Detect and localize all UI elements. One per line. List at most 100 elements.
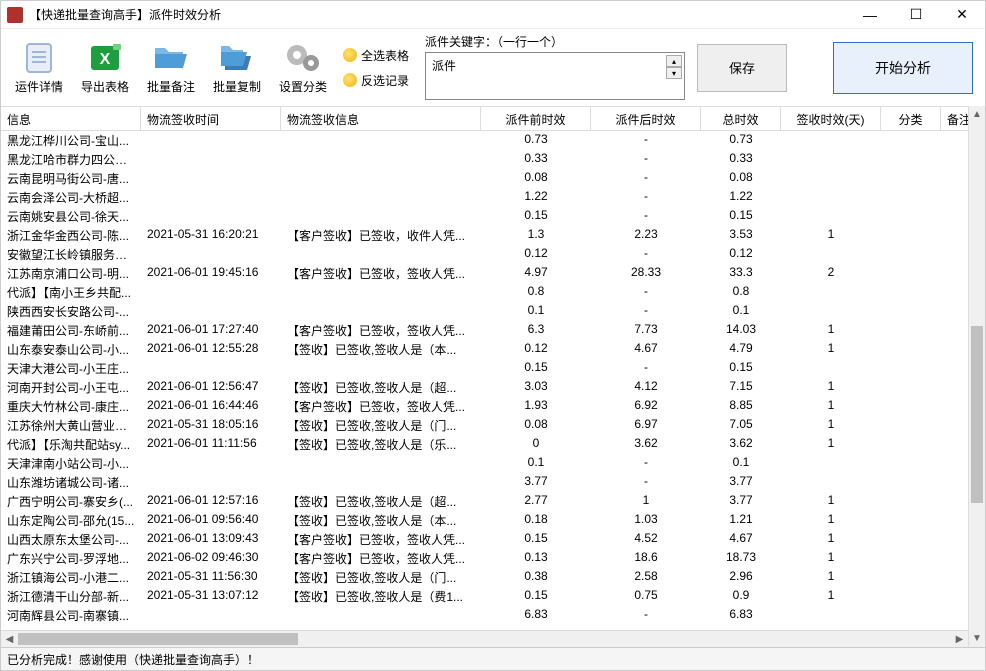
table-row[interactable]: 天津津南小站公司-小...0.1-0.1: [1, 454, 985, 473]
close-button[interactable]: ✕: [939, 1, 985, 29]
col-sign-info[interactable]: 物流签收信息: [281, 107, 481, 130]
cell: 4.67: [591, 340, 701, 359]
table-row[interactable]: 江苏南京浦口公司-明...2021-06-01 19:45:16【客户签收】已签…: [1, 264, 985, 283]
batch-note-button[interactable]: 批量备注: [139, 33, 203, 102]
cell: [881, 530, 941, 549]
table-row[interactable]: 福建莆田公司-东峤前...2021-06-01 17:27:40【客户签收】已签…: [1, 321, 985, 340]
table-row[interactable]: 山西太原东太堡公司-...2021-06-01 13:09:43【客户签收】已签…: [1, 530, 985, 549]
table-row[interactable]: 江苏徐州大黄山营业部...2021-05-31 18:05:16【签收】已签收,…: [1, 416, 985, 435]
save-button[interactable]: 保存: [697, 44, 787, 92]
table-row[interactable]: 浙江德清干山分部-新...2021-05-31 13:07:12【签收】已签收,…: [1, 587, 985, 606]
table-row[interactable]: 山东潍坊诸城公司-诸...3.77-3.77: [1, 473, 985, 492]
table-row[interactable]: 山东定陶公司-邵允(15...2021-06-01 09:56:40【签收】已签…: [1, 511, 985, 530]
cell: 0.15: [481, 530, 591, 549]
minimize-button[interactable]: —: [847, 1, 893, 29]
cell: 云南姚安县公司-徐天...: [1, 207, 141, 226]
cell: [281, 169, 481, 188]
cell: 0.8: [701, 283, 781, 302]
cell: 1: [781, 397, 881, 416]
scroll-right-icon[interactable]: ▶: [951, 631, 968, 647]
table-row[interactable]: 浙江金华金西公司-陈...2021-05-31 16:20:21【客户签收】已签…: [1, 226, 985, 245]
table-row[interactable]: 浙江镇海公司-小港二...2021-05-31 11:56:30【签收】已签收,…: [1, 568, 985, 587]
cell: 2021-05-31 11:56:30: [141, 568, 281, 587]
table-row[interactable]: 云南姚安县公司-徐天...0.15-0.15: [1, 207, 985, 226]
cell: 4.67: [701, 530, 781, 549]
cell: -: [591, 207, 701, 226]
cell: 代派】【南小王乡共配...: [1, 283, 141, 302]
cell: 1.22: [481, 188, 591, 207]
cell: 0.15: [701, 359, 781, 378]
batch-copy-button[interactable]: 批量复制: [205, 33, 269, 102]
cell: [881, 492, 941, 511]
cell: 1: [781, 511, 881, 530]
table-row[interactable]: 重庆大竹林公司-康庄...2021-06-01 16:44:46【客户签收】已签…: [1, 397, 985, 416]
table-row[interactable]: 黑龙江哈市群力四公司...0.33-0.33: [1, 150, 985, 169]
cell: 0.73: [481, 131, 591, 150]
select-all-tables-option[interactable]: 全选表格: [343, 47, 409, 64]
cell: [881, 226, 941, 245]
cell: [281, 302, 481, 321]
table-row[interactable]: 山东泰安泰山公司-小...2021-06-01 12:55:28【签收】已签收,…: [1, 340, 985, 359]
table-row[interactable]: 陕西西安长安路公司-...0.1-0.1: [1, 302, 985, 321]
vertical-scrollbar[interactable]: ▲ ▼: [968, 106, 985, 647]
cell: 1: [781, 340, 881, 359]
col-info[interactable]: 信息: [1, 107, 141, 130]
col-total[interactable]: 总时效: [701, 107, 781, 130]
maximize-button[interactable]: ☐: [893, 1, 939, 29]
cell: 6.3: [481, 321, 591, 340]
col-post[interactable]: 派件后时效: [591, 107, 701, 130]
table-row[interactable]: 天津大港公司-小王庄...0.15-0.15: [1, 359, 985, 378]
cell: 0.9: [701, 587, 781, 606]
cell: 3.77: [701, 492, 781, 511]
table-row[interactable]: 河南开封公司-小王屯...2021-06-01 12:56:47【签收】已签收,…: [1, 378, 985, 397]
table-row[interactable]: 代派】【南小王乡共配...0.8-0.8: [1, 283, 985, 302]
scroll-down-icon[interactable]: ▼: [969, 630, 985, 647]
scroll-track-h[interactable]: [18, 631, 951, 647]
cell: 7.73: [591, 321, 701, 340]
table-row[interactable]: 安徽望江长岭镇服务点...0.12-0.12: [1, 245, 985, 264]
table-row[interactable]: 广东兴宁公司-罗浮地...2021-06-02 09:46:30【客户签收】已签…: [1, 549, 985, 568]
col-category[interactable]: 分类: [881, 107, 941, 130]
cell: 山东泰安泰山公司-小...: [1, 340, 141, 359]
col-pre[interactable]: 派件前时效: [481, 107, 591, 130]
cell: 黑龙江哈市群力四公司...: [1, 150, 141, 169]
cell: 0.15: [481, 207, 591, 226]
table-row[interactable]: 云南昆明马街公司-唐...0.08-0.08: [1, 169, 985, 188]
table-row[interactable]: 河南辉县公司-南寨镇...6.83-6.83: [1, 606, 985, 625]
cell: [881, 131, 941, 150]
table-row[interactable]: 黑龙江桦川公司-宝山...0.73-0.73: [1, 131, 985, 150]
cell: 7.15: [701, 378, 781, 397]
cell: 2.23: [591, 226, 701, 245]
scroll-thumb-h[interactable]: [18, 633, 298, 645]
cell: 0.1: [701, 454, 781, 473]
waybill-detail-button[interactable]: 运件详情: [7, 33, 71, 102]
cell: [881, 435, 941, 454]
analyze-button[interactable]: 开始分析: [833, 42, 973, 94]
keyword-spinner[interactable]: ▴▾: [666, 55, 682, 79]
cell: [881, 264, 941, 283]
document-icon: [19, 40, 59, 76]
cell: 广西宁明公司-寨安乡(...: [1, 492, 141, 511]
cell: [881, 302, 941, 321]
scroll-thumb[interactable]: [971, 326, 983, 503]
cell: 2021-06-01 09:56:40: [141, 511, 281, 530]
cell: [881, 549, 941, 568]
col-sign-time[interactable]: 物流签收时间: [141, 107, 281, 130]
scroll-up-icon[interactable]: ▲: [969, 106, 985, 123]
horizontal-scrollbar[interactable]: ◀ ▶: [1, 630, 968, 647]
cell: 3.77: [701, 473, 781, 492]
table-row[interactable]: 代派】【乐淘共配站sy...2021-06-01 11:11:56【签收】已签收…: [1, 435, 985, 454]
scroll-left-icon[interactable]: ◀: [1, 631, 18, 647]
col-days[interactable]: 签收时效(天): [781, 107, 881, 130]
export-table-button[interactable]: X 导出表格: [73, 33, 137, 102]
set-category-button[interactable]: 设置分类: [271, 33, 335, 102]
cell: -: [591, 169, 701, 188]
cell: [281, 245, 481, 264]
table-row[interactable]: 广西宁明公司-寨安乡(...2021-06-01 12:57:16【签收】已签收…: [1, 492, 985, 511]
keyword-input[interactable]: 派件 ▴▾: [425, 52, 685, 100]
table-row[interactable]: 云南会泽公司-大桥超...1.22-1.22: [1, 188, 985, 207]
cell: 【客户签收】已签收，签收人凭...: [281, 397, 481, 416]
scroll-track[interactable]: [969, 123, 985, 630]
cell: 2021-06-01 16:44:46: [141, 397, 281, 416]
invert-records-option[interactable]: 反选记录: [343, 72, 409, 89]
